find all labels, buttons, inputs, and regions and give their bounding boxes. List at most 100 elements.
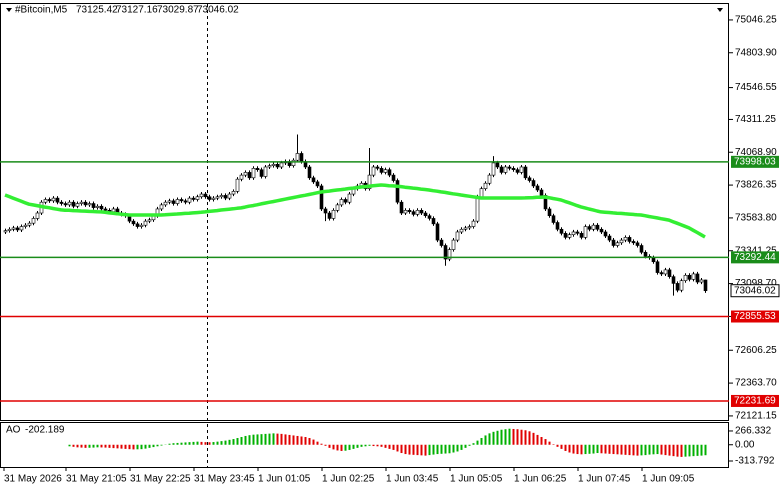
candle-body <box>627 237 632 242</box>
candle-body <box>563 233 568 238</box>
candle-body <box>227 193 232 199</box>
candle-body <box>371 166 376 176</box>
candle-body <box>411 211 416 215</box>
candle-body <box>271 163 276 166</box>
candle-body <box>147 219 152 222</box>
candle-body <box>435 223 440 241</box>
candle-body <box>327 212 332 219</box>
ao-value: -202.189 <box>25 425 65 436</box>
y-tick-label: 74546.55 <box>735 82 777 93</box>
candle-body <box>635 242 640 246</box>
candle-body <box>15 227 20 231</box>
candle-body <box>187 197 192 203</box>
candle-body <box>347 193 352 203</box>
y-tick-label: -313.792 <box>735 456 775 467</box>
candle-body <box>475 196 480 222</box>
candle-body <box>195 196 200 200</box>
candle-body <box>55 197 60 203</box>
candle-body <box>79 201 84 204</box>
level-label-box <box>731 155 779 168</box>
candle-body <box>315 181 320 187</box>
candle-body <box>531 180 536 187</box>
candle-body <box>479 188 484 198</box>
candle-body <box>83 201 88 206</box>
main-frame <box>0 3 729 421</box>
candle-body <box>463 227 468 230</box>
candle-body <box>207 196 212 200</box>
y-tick-label: 73826.35 <box>735 180 777 191</box>
candle-body <box>71 201 76 207</box>
x-tick-label: 1 Jun 01:05 <box>258 474 311 485</box>
candle-body <box>199 193 204 198</box>
candle-body <box>619 239 624 244</box>
candle-body <box>495 162 500 168</box>
candle-body <box>291 159 296 166</box>
candle-body <box>175 199 180 204</box>
candle-body <box>519 166 524 173</box>
price-label: 73046.02 <box>734 285 776 296</box>
candle-body <box>339 199 344 206</box>
candle-body <box>43 199 48 203</box>
level-label-box <box>731 394 779 407</box>
candle-body <box>467 226 472 229</box>
candle-body <box>427 215 432 219</box>
candle-body <box>607 235 612 241</box>
candle-body <box>643 251 648 257</box>
candle-body <box>699 279 704 283</box>
candle-body <box>471 220 476 227</box>
header-open: 73125.42 <box>76 5 118 16</box>
candle-body <box>667 269 672 277</box>
candle-body <box>99 205 104 210</box>
candle-body <box>483 182 488 189</box>
price-label-box <box>730 284 780 298</box>
candle-body <box>511 168 516 170</box>
candle-body <box>239 174 244 180</box>
candle-body <box>375 166 380 169</box>
candle-body <box>659 272 664 275</box>
candle-body <box>587 226 592 230</box>
candle-body <box>403 210 408 214</box>
candle-body <box>231 191 236 195</box>
x-tick-label: 31 May 2026 <box>4 474 62 485</box>
level-label: 72231.69 <box>734 396 776 407</box>
candle-body <box>331 210 336 219</box>
candle-body <box>523 166 528 179</box>
level-label-box <box>731 251 779 264</box>
candle-body <box>87 203 92 206</box>
candle-body <box>59 201 64 204</box>
candle-body <box>7 228 12 231</box>
candle-body <box>191 197 196 200</box>
candle-body <box>407 210 412 212</box>
candle-body <box>343 199 348 203</box>
candle-body <box>439 239 444 246</box>
candle-body <box>595 224 600 230</box>
chart-title: #Bitcoin,M5 <box>15 5 68 16</box>
header-high: 73127.16 <box>116 5 158 16</box>
candle-body <box>603 231 608 237</box>
candle-body <box>67 201 72 206</box>
y-tick-label: 73098.70 <box>735 278 777 289</box>
candle-body <box>399 201 404 214</box>
candle-body <box>655 261 660 273</box>
candle-body <box>419 210 424 214</box>
candle-body <box>423 212 428 217</box>
candle-body <box>623 237 628 241</box>
candle-body <box>323 208 328 214</box>
candle-body <box>567 234 572 238</box>
candle-body <box>639 245 644 253</box>
x-tick-label: 31 May 22:25 <box>130 474 191 485</box>
candle-body <box>51 197 56 202</box>
candle-body <box>415 210 420 215</box>
candle-body <box>591 224 596 230</box>
candle-body <box>243 172 248 176</box>
level-label: 73292.44 <box>734 252 776 263</box>
candle-body <box>431 218 436 225</box>
candle-body <box>275 163 280 168</box>
candle-body <box>75 203 80 207</box>
candle-body <box>143 220 148 226</box>
candle-body <box>91 203 96 208</box>
candle-body <box>503 166 508 173</box>
candle-body <box>679 280 684 291</box>
x-tick-label: 1 Jun 05:05 <box>450 474 503 485</box>
